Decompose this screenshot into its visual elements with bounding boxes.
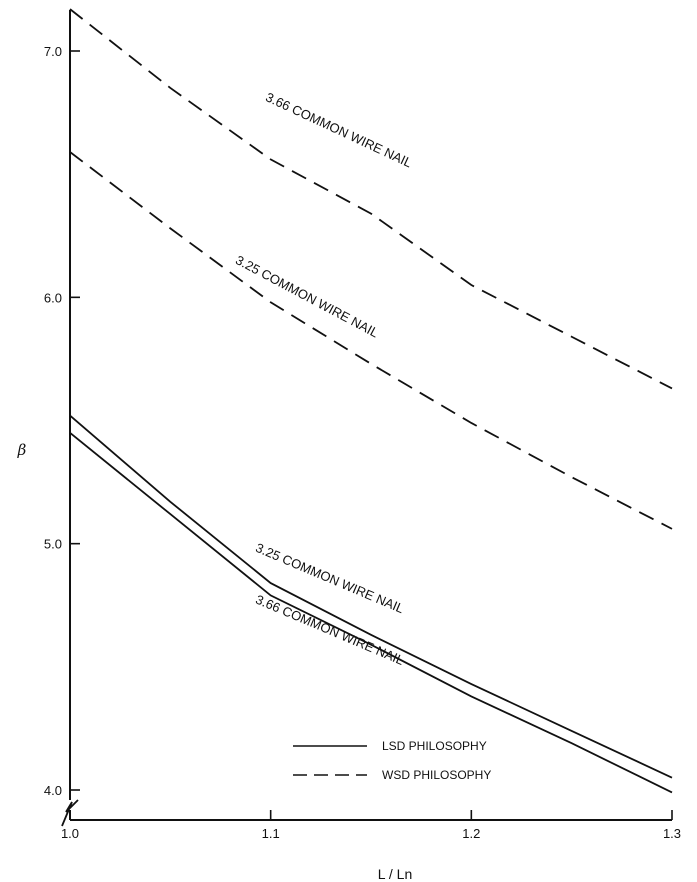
axes — [61, 10, 672, 827]
curve-wsd-325 — [69, 151, 673, 530]
ticks: 1.0 1.1 1.2 1.3 4.0 5.0 6.0 7.0 — [44, 44, 681, 841]
x-tick-label: 1.3 — [663, 826, 681, 841]
curve-label: 3.66 COMMON WIRE NAIL — [263, 89, 414, 170]
legend-wsd-label: WSD PHILOSOPHY — [382, 768, 491, 782]
x-axis-label: L / Ln — [378, 866, 413, 882]
curve-labels: 3.66 COMMON WIRE NAIL 3.25 COMMON WIRE NA… — [233, 89, 414, 668]
axis-break-mark — [61, 799, 79, 827]
y-tick-label: 4.0 — [44, 783, 62, 798]
y-axis-label: β — [17, 441, 27, 459]
curve-lsd-325 — [69, 414, 673, 779]
legend-lsd-label: LSD PHILOSOPHY — [382, 739, 487, 753]
y-tick-label: 6.0 — [44, 290, 62, 305]
legend: LSD PHILOSOPHY WSD PHILOSOPHY — [293, 739, 491, 782]
y-tick-label: 7.0 — [44, 44, 62, 59]
x-tick-label: 1.0 — [61, 826, 79, 841]
x-tick-label: 1.2 — [462, 826, 480, 841]
curve-lsd-366 — [69, 432, 673, 794]
curves — [69, 8, 673, 794]
y-tick-label: 5.0 — [44, 537, 62, 552]
x-tick-label: 1.1 — [262, 826, 280, 841]
curve-wsd-366 — [69, 8, 673, 390]
curve-label: 3.25 COMMON WIRE NAIL — [233, 252, 381, 340]
